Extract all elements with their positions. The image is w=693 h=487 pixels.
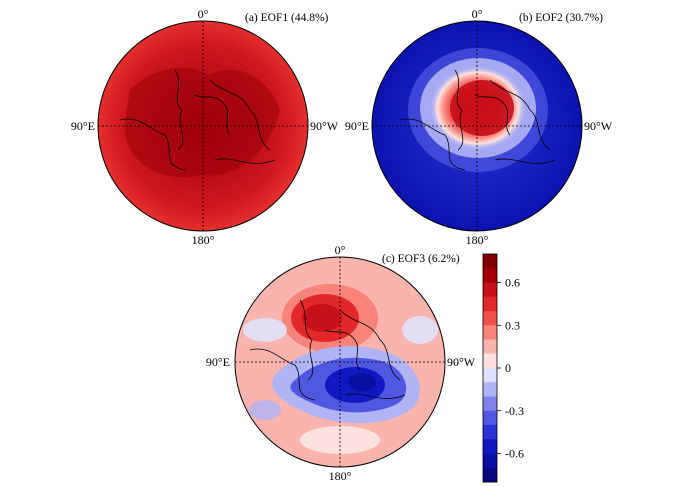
colorbar-swatch [483, 268, 497, 283]
colorbar-tick-label: 0.6 [505, 276, 520, 290]
colorbar-swatch [483, 254, 497, 269]
colorbar-tick-label: 0.3 [505, 318, 520, 332]
label-right: 90°W [310, 119, 339, 133]
label-right: 90°W [584, 119, 613, 133]
coastlines [249, 299, 406, 401]
label-bottom: 180° [466, 233, 489, 247]
colorbar-swatch [483, 311, 497, 326]
panel-a: 0° 90°E 90°W 180° (a) EOF1 (44.8%) [71, 7, 339, 247]
coastlines [399, 69, 556, 171]
colorbar-swatch [483, 353, 497, 369]
colorbar-swatch [483, 296, 497, 312]
label-top: 0° [335, 243, 346, 257]
colorbar-swatch [483, 410, 497, 426]
label-bottom: 180° [329, 469, 352, 483]
panel-title: (b) EOF2 (30.7%) [519, 12, 603, 24]
colorbar-swatch [483, 396, 497, 412]
colorbar-tick-label: 0 [505, 361, 511, 375]
label-left: 90°E [345, 119, 369, 133]
label-top: 0° [472, 7, 483, 21]
colorbar-tick-label: -0.3 [505, 404, 524, 418]
colorbar-swatch [483, 339, 497, 355]
colorbar-swatch [483, 368, 497, 383]
panel-b: 0° 90°E 90°W 180° (b) EOF2 (30.7%) [345, 7, 613, 247]
colorbar-swatch [483, 325, 497, 340]
colorbar-swatch [483, 453, 497, 469]
label-bottom: 180° [192, 233, 215, 247]
colorbar-swatch [483, 467, 497, 483]
panel-title: (a) EOF1 (44.8%) [245, 12, 329, 24]
label-top: 0° [198, 7, 209, 21]
label-left: 90°E [71, 119, 95, 133]
colorbar-swatch [483, 282, 497, 298]
colorbar-tick-label: -0.6 [505, 447, 524, 461]
label-left: 90°E [206, 355, 230, 369]
colorbar-swatch [483, 425, 497, 440]
label-right: 90°W [447, 355, 476, 369]
colorbar: 0.6 0.3 0 -0.3 -0.6 [482, 253, 524, 483]
colorbar-swatch [483, 382, 497, 397]
colorbar-swatch [483, 439, 497, 454]
panel-c: 0° 90°E 90°W 180° (c) EOF3 (6.2%) [206, 243, 476, 483]
panel-title: (c) EOF3 (6.2%) [382, 253, 460, 265]
